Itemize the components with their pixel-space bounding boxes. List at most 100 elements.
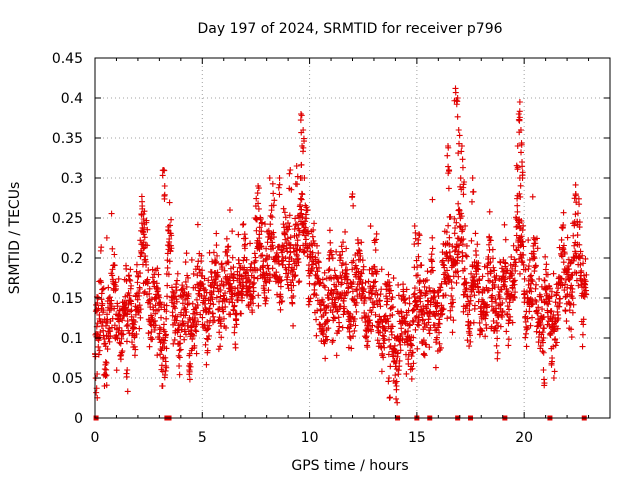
data-point: [137, 314, 144, 321]
data-point: [380, 354, 387, 361]
data-point: [326, 266, 333, 273]
data-point: [349, 193, 356, 200]
data-point: [161, 191, 168, 198]
data-point: [443, 229, 450, 236]
data-point: [325, 267, 332, 274]
data-point: [96, 347, 103, 354]
data-point: [568, 326, 575, 333]
data-point: [507, 313, 514, 320]
data-point: [488, 323, 495, 330]
data-point: [285, 285, 292, 292]
data-point: [544, 271, 551, 278]
data-point: [372, 278, 379, 285]
data-point: [377, 303, 384, 310]
data-point: [288, 186, 295, 193]
data-point: [441, 264, 448, 271]
data-point: [461, 265, 468, 272]
data-point: [140, 231, 147, 238]
data-point: [404, 341, 411, 348]
data-point: [358, 270, 365, 277]
data-point: [259, 252, 266, 259]
data-point: [213, 273, 220, 280]
data-point: [99, 286, 106, 293]
data-point: [126, 276, 133, 283]
data-point: [331, 267, 338, 274]
data-point: [513, 247, 520, 254]
data-point: [177, 340, 184, 347]
data-point: [339, 260, 346, 267]
data-point: [139, 203, 146, 209]
data-point: [396, 363, 403, 370]
data-point: [335, 314, 342, 321]
data-point: [182, 259, 189, 266]
data-point: [220, 315, 227, 322]
data-point: [185, 290, 192, 297]
data-point: [322, 355, 329, 362]
data-point: [573, 270, 580, 277]
data-point: [403, 312, 410, 319]
data-point: [458, 210, 465, 217]
data-point: [255, 200, 262, 207]
data-point: [410, 307, 417, 314]
data-point: [238, 310, 245, 317]
data-point: [128, 300, 135, 307]
data-point: [566, 266, 573, 273]
data-point: [105, 284, 112, 291]
data-point: [256, 231, 263, 238]
data-point: [346, 333, 353, 340]
data-point: [416, 232, 423, 239]
data-point: [117, 340, 124, 347]
data-point: [210, 284, 217, 291]
data-point: [176, 354, 183, 361]
data-point: [536, 275, 543, 282]
data-point: [476, 319, 483, 326]
data-point: [135, 309, 142, 316]
data-point: [195, 318, 202, 325]
data-point: [128, 282, 135, 289]
data-point: [168, 232, 175, 239]
data-point: [569, 309, 576, 316]
data-point: [198, 252, 205, 259]
data-points: [92, 85, 590, 421]
data-point: [529, 314, 536, 321]
data-point: [583, 291, 590, 298]
data-point: [284, 274, 291, 281]
data-point: [161, 328, 168, 335]
data-point: [206, 305, 213, 312]
data-point: [534, 310, 541, 317]
data-point: [271, 197, 278, 204]
data-point: [409, 317, 416, 324]
data-point: [280, 205, 287, 212]
data-point: [509, 265, 516, 272]
data-point: [290, 266, 297, 273]
data-point: [473, 252, 480, 259]
data-point: [423, 287, 430, 294]
data-point: [387, 394, 394, 401]
data-point: [376, 297, 383, 304]
data-point: [146, 285, 153, 292]
data-point: [468, 198, 475, 205]
data-point: [167, 248, 174, 255]
data-point: [166, 258, 173, 265]
data-point: [570, 301, 577, 308]
data-point: [119, 317, 126, 324]
data-point: [181, 336, 188, 343]
data-point: [410, 360, 417, 367]
data-point: [514, 164, 521, 171]
data-point: [231, 329, 238, 336]
data-point: [323, 333, 330, 340]
data-point: [328, 247, 335, 254]
data-point: [321, 340, 328, 347]
data-point: [288, 287, 295, 294]
data-point: [150, 306, 157, 313]
data-point: [217, 343, 224, 350]
data-point: [173, 287, 180, 294]
data-point: [552, 336, 559, 343]
data-point: [328, 275, 335, 282]
data-point: [221, 267, 228, 274]
data-point: [303, 215, 310, 222]
data-point: [185, 300, 192, 307]
data-point: [293, 262, 300, 269]
data-point: [364, 344, 371, 351]
data-point: [232, 344, 239, 351]
